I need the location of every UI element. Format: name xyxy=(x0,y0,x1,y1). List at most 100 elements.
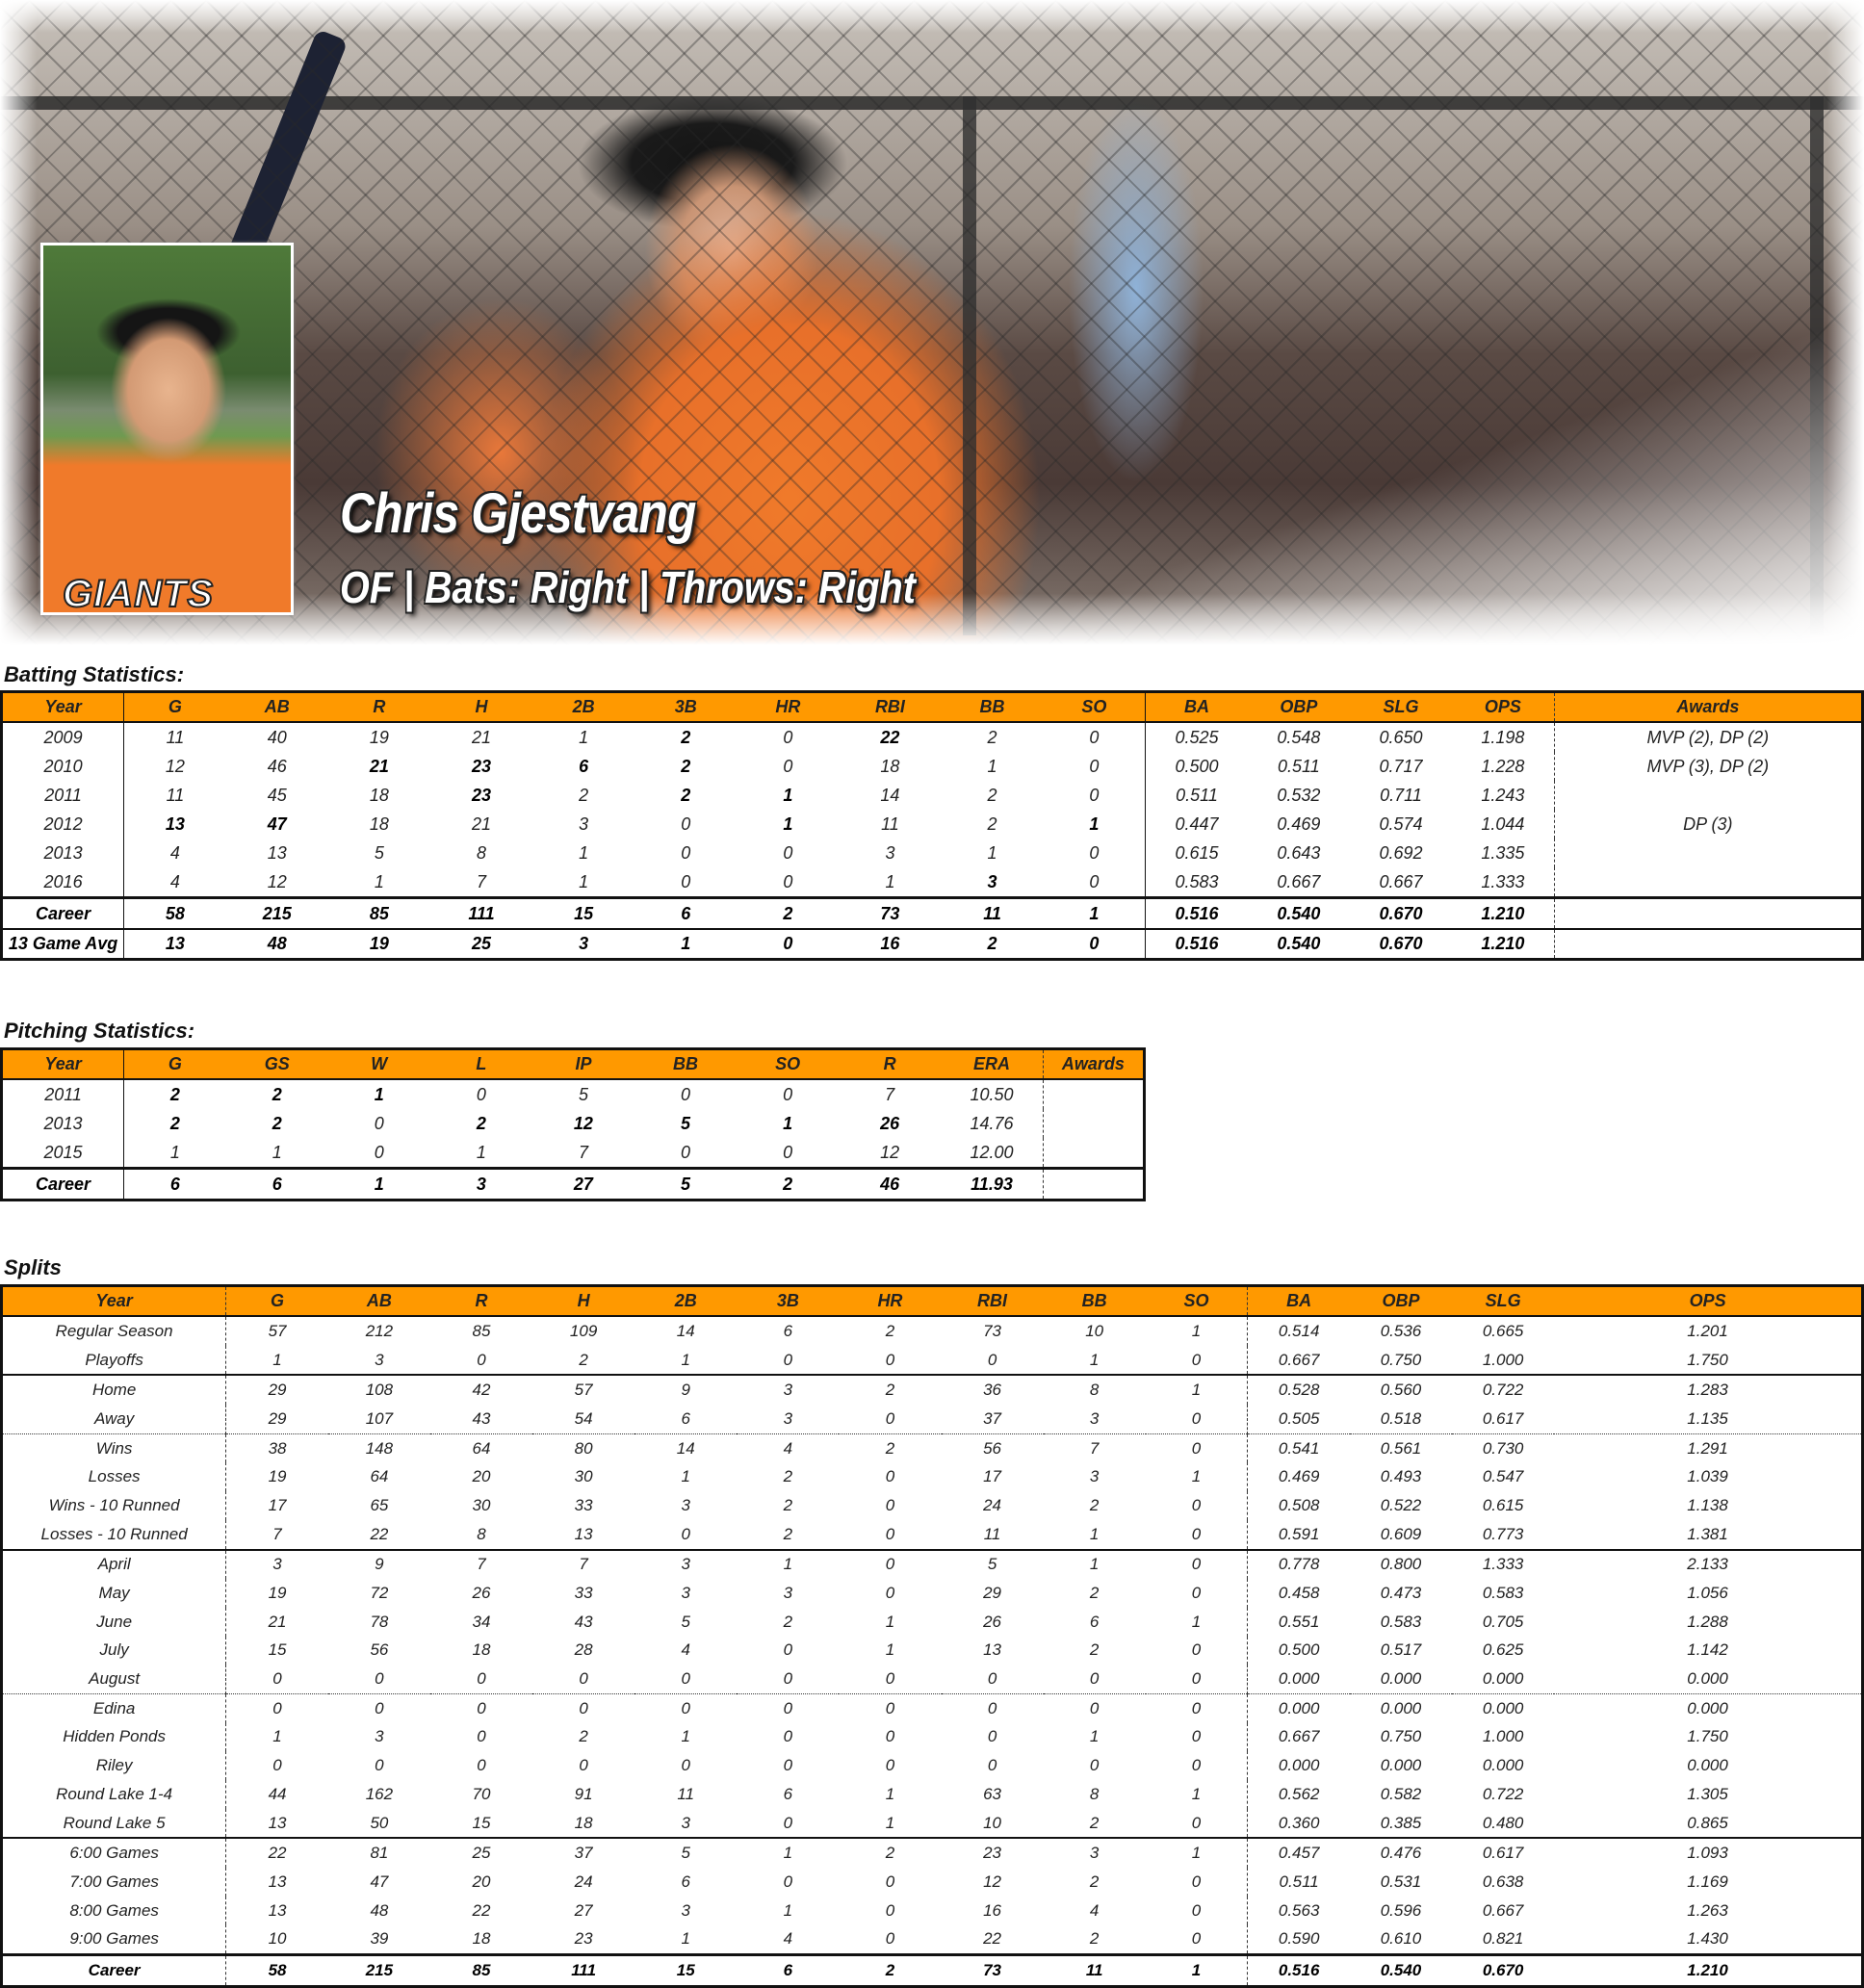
stat-cell: 0 xyxy=(783,1813,793,1832)
stat-cell: 2 xyxy=(169,1084,180,1104)
stat-cell: 1.000 xyxy=(1482,1727,1524,1746)
stat-cell: 0.516 xyxy=(1247,1953,1350,1987)
stat-cell: 0 xyxy=(681,813,691,834)
stat-cell: 28 xyxy=(574,1640,593,1660)
stat-cell: 1.335 xyxy=(1452,839,1555,867)
stat-cell: 0 xyxy=(375,1669,384,1689)
stat-cell: 1.291 xyxy=(1554,1433,1863,1463)
stat-cell: 0.493 xyxy=(1380,1467,1422,1486)
table-row: Losses 19 64 20 30 1 2 0 17 3 1 0.469 0.493 0.547 1.03… xyxy=(1,1462,1863,1492)
stat-cell: 13 xyxy=(123,928,226,960)
stat-cell: 1.138 xyxy=(1687,1495,1728,1514)
stat-cell: 1 xyxy=(327,1167,430,1201)
stat-cell: 0 xyxy=(885,1872,895,1891)
stat-cell: 1.135 xyxy=(1687,1408,1728,1428)
stat-cell: 13 xyxy=(983,1640,1002,1660)
table-row: Wins - 10 Runned 17 65 30 33 3 2 0 24 2 0 0.508 0.52… xyxy=(1,1491,1863,1520)
stat-cell: 0 xyxy=(783,1084,793,1104)
column-header-rbi: RBI xyxy=(941,1285,1044,1317)
stat-cell: 0.000 xyxy=(1554,1692,1863,1723)
table-row: Losses - 10 Runned 7 22 8 13 0 2 0 11 1 0 0.591 0.60… xyxy=(1,1519,1863,1550)
stat-cell: 1.750 xyxy=(1687,1350,1728,1369)
stat-cell: 2 xyxy=(579,1727,588,1746)
stat-cell: 1.263 xyxy=(1687,1900,1728,1920)
stat-cell: 9 xyxy=(634,1374,738,1406)
stat-cell xyxy=(1043,1079,1144,1109)
stat-cell: 3 xyxy=(375,1727,384,1746)
stat-cell: 3 xyxy=(681,1900,690,1920)
stat-cell: 0 xyxy=(681,1142,691,1162)
stat-cell: 58 xyxy=(123,896,226,929)
row-label: Edina xyxy=(1,1692,227,1723)
stat-cell: 0 xyxy=(1043,722,1147,752)
stat-cell: 0.522 xyxy=(1380,1495,1422,1514)
stat-cell: 10 xyxy=(1085,1321,1104,1340)
stat-cell: 63 xyxy=(983,1784,1002,1803)
stat-cell: 1.044 xyxy=(1452,810,1555,839)
stat-cell: 5 xyxy=(681,1113,691,1133)
stat-cell: 0 xyxy=(885,1900,895,1920)
stat-cell: 0 xyxy=(783,727,793,747)
stat-cell: 1 xyxy=(374,871,384,891)
stat-cell: 1.750 xyxy=(1687,1727,1728,1746)
stat-cell: 0.548 xyxy=(1277,727,1321,747)
stat-cell: 0.560 xyxy=(1349,1374,1453,1406)
stat-cell: 12.00 xyxy=(941,1138,1044,1169)
stat-cell: 0.562 xyxy=(1278,1784,1320,1803)
stat-cell: 0.590 xyxy=(1278,1929,1320,1949)
stat-cell: 3 xyxy=(225,1548,328,1580)
row-label: Career xyxy=(1,1167,125,1201)
stat-cell: 0 xyxy=(1145,1345,1249,1376)
stat-cell: 0.505 xyxy=(1278,1408,1320,1428)
row-label: Round Lake 5 xyxy=(1,1808,227,1839)
stat-cell: 0 xyxy=(783,1872,793,1891)
stat-cell: 22 xyxy=(370,1524,389,1543)
stat-cell: 7 xyxy=(429,1548,533,1580)
stat-cell: 1.430 xyxy=(1687,1929,1728,1949)
stat-cell: 2 xyxy=(1089,1640,1100,1660)
stat-cell: 81 xyxy=(327,1837,430,1869)
table-row: July 15 56 18 28 4 0 1 13 2 0 0.500 0.517 0.625 1.142 xyxy=(1,1636,1863,1665)
stat-cell: 0.750 xyxy=(1380,1727,1422,1746)
stat-cell: 0 xyxy=(1145,1579,1249,1608)
stat-cell: 0.528 xyxy=(1247,1374,1350,1406)
stat-cell: 10 xyxy=(268,1929,287,1949)
row-label: Playoffs xyxy=(1,1345,227,1376)
table-row: 2012 13 47 18 21 3 0 1 11 2 1 0.447 0.469 0.574 1.044 D… xyxy=(1,810,1863,839)
table-header-row: Year G AB R H 2B 3B HR RBI BB SO BA OBP SLG OPS Awards xyxy=(1,691,1863,723)
stat-cell: 1.198 xyxy=(1452,722,1555,752)
stat-cell: 91 xyxy=(574,1784,593,1803)
stat-cell: 2 xyxy=(783,1467,793,1486)
stat-cell xyxy=(1554,896,1863,929)
stat-cell: 0 xyxy=(783,756,793,776)
stat-cell: 0.583 xyxy=(1380,1612,1422,1631)
stat-cell: 19 xyxy=(369,727,389,747)
table-row: 9:00 Games 10 39 18 23 1 4 0 22 2 0 0.590 0.610 0.821… xyxy=(1,1924,1863,1955)
table-row: 13 Game Avg 13 48 19 25 3 1 0 16 2 0 0.516 0.540 0.67… xyxy=(1,928,1863,960)
stat-cell: 0 xyxy=(477,1727,486,1746)
stat-cell: 56 xyxy=(941,1433,1044,1463)
stat-cell: 0.518 xyxy=(1380,1408,1422,1428)
table-row: Regular Season 57 212 85 109 14 6 2 73 10 1 0.514 0.… xyxy=(1,1316,1863,1346)
stat-cell: 0.511 xyxy=(1279,1872,1319,1891)
stat-cell: 1.000 xyxy=(1482,1350,1524,1369)
column-header-year: Year xyxy=(1,691,125,723)
stat-cell: 9 xyxy=(327,1548,430,1580)
stat-cell: 46 xyxy=(839,1167,942,1201)
stat-cell: 1 xyxy=(885,1612,895,1631)
row-label: April xyxy=(1,1548,227,1580)
stat-cell: 0 xyxy=(1145,1722,1249,1752)
stat-cell: 38 xyxy=(225,1433,328,1463)
stat-cell: 24 xyxy=(574,1872,593,1891)
stat-cell: 0 xyxy=(476,1084,486,1104)
stat-cell: 11 xyxy=(881,813,899,834)
stat-cell: 1 xyxy=(987,842,997,863)
column-header-slg: SLG xyxy=(1349,691,1453,723)
stat-cell: 0.615 xyxy=(1482,1495,1524,1514)
stat-cell: 0.000 xyxy=(1687,1756,1728,1775)
stat-cell: 2 xyxy=(272,1113,282,1133)
stat-cell: 40 xyxy=(267,727,287,747)
stat-cell: 2 xyxy=(987,785,997,805)
table-row: 6:00 Games 22 81 25 37 5 1 2 23 3 1 0.457 0.476 0.617… xyxy=(1,1837,1863,1869)
stat-cell: 4 xyxy=(169,842,180,863)
